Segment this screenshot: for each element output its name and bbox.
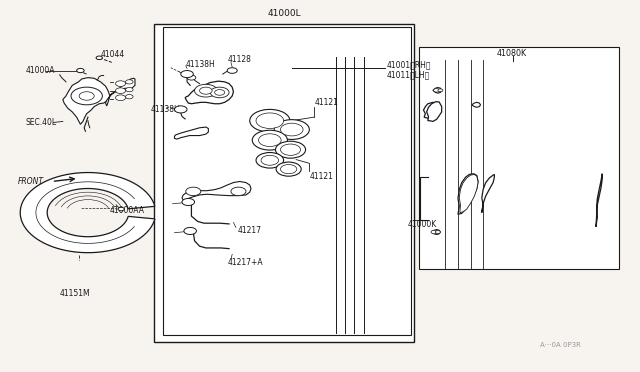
Polygon shape xyxy=(482,174,494,213)
Circle shape xyxy=(214,90,225,95)
Polygon shape xyxy=(458,174,478,214)
Circle shape xyxy=(256,113,284,128)
Circle shape xyxy=(79,92,94,100)
Text: 41011〈LH〉: 41011〈LH〉 xyxy=(387,70,430,79)
Polygon shape xyxy=(182,182,251,201)
Circle shape xyxy=(431,230,437,234)
Circle shape xyxy=(433,89,440,92)
Text: 41138H: 41138H xyxy=(151,105,180,114)
Text: 41217+A: 41217+A xyxy=(228,257,264,267)
Circle shape xyxy=(256,153,284,168)
Text: 41151M: 41151M xyxy=(60,289,90,298)
Polygon shape xyxy=(472,102,481,107)
Circle shape xyxy=(71,87,102,105)
Polygon shape xyxy=(431,230,440,234)
Text: 41000K: 41000K xyxy=(408,221,437,230)
Circle shape xyxy=(184,227,196,234)
Polygon shape xyxy=(20,173,155,253)
Bar xyxy=(419,46,618,269)
Circle shape xyxy=(182,199,195,205)
Circle shape xyxy=(125,87,133,92)
Text: 41128: 41128 xyxy=(227,55,251,64)
Circle shape xyxy=(118,207,124,211)
Circle shape xyxy=(116,88,125,93)
Circle shape xyxy=(250,109,290,132)
Circle shape xyxy=(438,89,443,92)
Circle shape xyxy=(259,134,281,147)
Circle shape xyxy=(261,155,278,165)
Circle shape xyxy=(96,56,102,60)
Text: SEC.40L: SEC.40L xyxy=(25,118,56,127)
Circle shape xyxy=(195,84,217,97)
Bar xyxy=(154,23,414,341)
Circle shape xyxy=(116,81,125,86)
Circle shape xyxy=(435,231,440,234)
Circle shape xyxy=(280,144,301,155)
Text: 41000A: 41000A xyxy=(25,66,54,75)
Circle shape xyxy=(280,164,297,174)
Circle shape xyxy=(276,162,301,176)
Text: 41217: 41217 xyxy=(237,227,261,235)
Text: 41138H: 41138H xyxy=(185,60,215,69)
Bar xyxy=(163,27,411,334)
Circle shape xyxy=(227,68,237,73)
Circle shape xyxy=(186,187,201,196)
Circle shape xyxy=(116,95,125,100)
Circle shape xyxy=(77,68,84,73)
Text: 41121: 41121 xyxy=(315,98,339,107)
Text: A···0A 0P3R: A···0A 0P3R xyxy=(540,342,580,348)
Polygon shape xyxy=(63,78,110,124)
Text: 41121: 41121 xyxy=(310,172,334,181)
Text: FRONT: FRONT xyxy=(18,177,44,186)
Circle shape xyxy=(187,75,196,80)
Polygon shape xyxy=(596,174,602,227)
Polygon shape xyxy=(175,127,209,139)
Polygon shape xyxy=(433,87,442,93)
Circle shape xyxy=(280,123,303,136)
Circle shape xyxy=(211,87,229,98)
Text: 41001〈RH〉: 41001〈RH〉 xyxy=(387,60,431,69)
Text: 41000L: 41000L xyxy=(267,9,301,18)
Polygon shape xyxy=(185,81,234,104)
Circle shape xyxy=(252,130,287,150)
Circle shape xyxy=(125,94,133,99)
Text: 41044: 41044 xyxy=(101,50,125,59)
Circle shape xyxy=(274,120,309,140)
Circle shape xyxy=(231,187,246,196)
Circle shape xyxy=(175,106,187,113)
Text: 41080K: 41080K xyxy=(497,49,527,58)
Circle shape xyxy=(125,80,133,84)
Polygon shape xyxy=(106,78,135,106)
Circle shape xyxy=(200,87,212,94)
Circle shape xyxy=(275,141,305,158)
Polygon shape xyxy=(424,102,438,119)
Text: 41000AA: 41000AA xyxy=(110,206,145,215)
Polygon shape xyxy=(427,102,442,121)
Polygon shape xyxy=(460,174,478,213)
Circle shape xyxy=(180,71,193,78)
